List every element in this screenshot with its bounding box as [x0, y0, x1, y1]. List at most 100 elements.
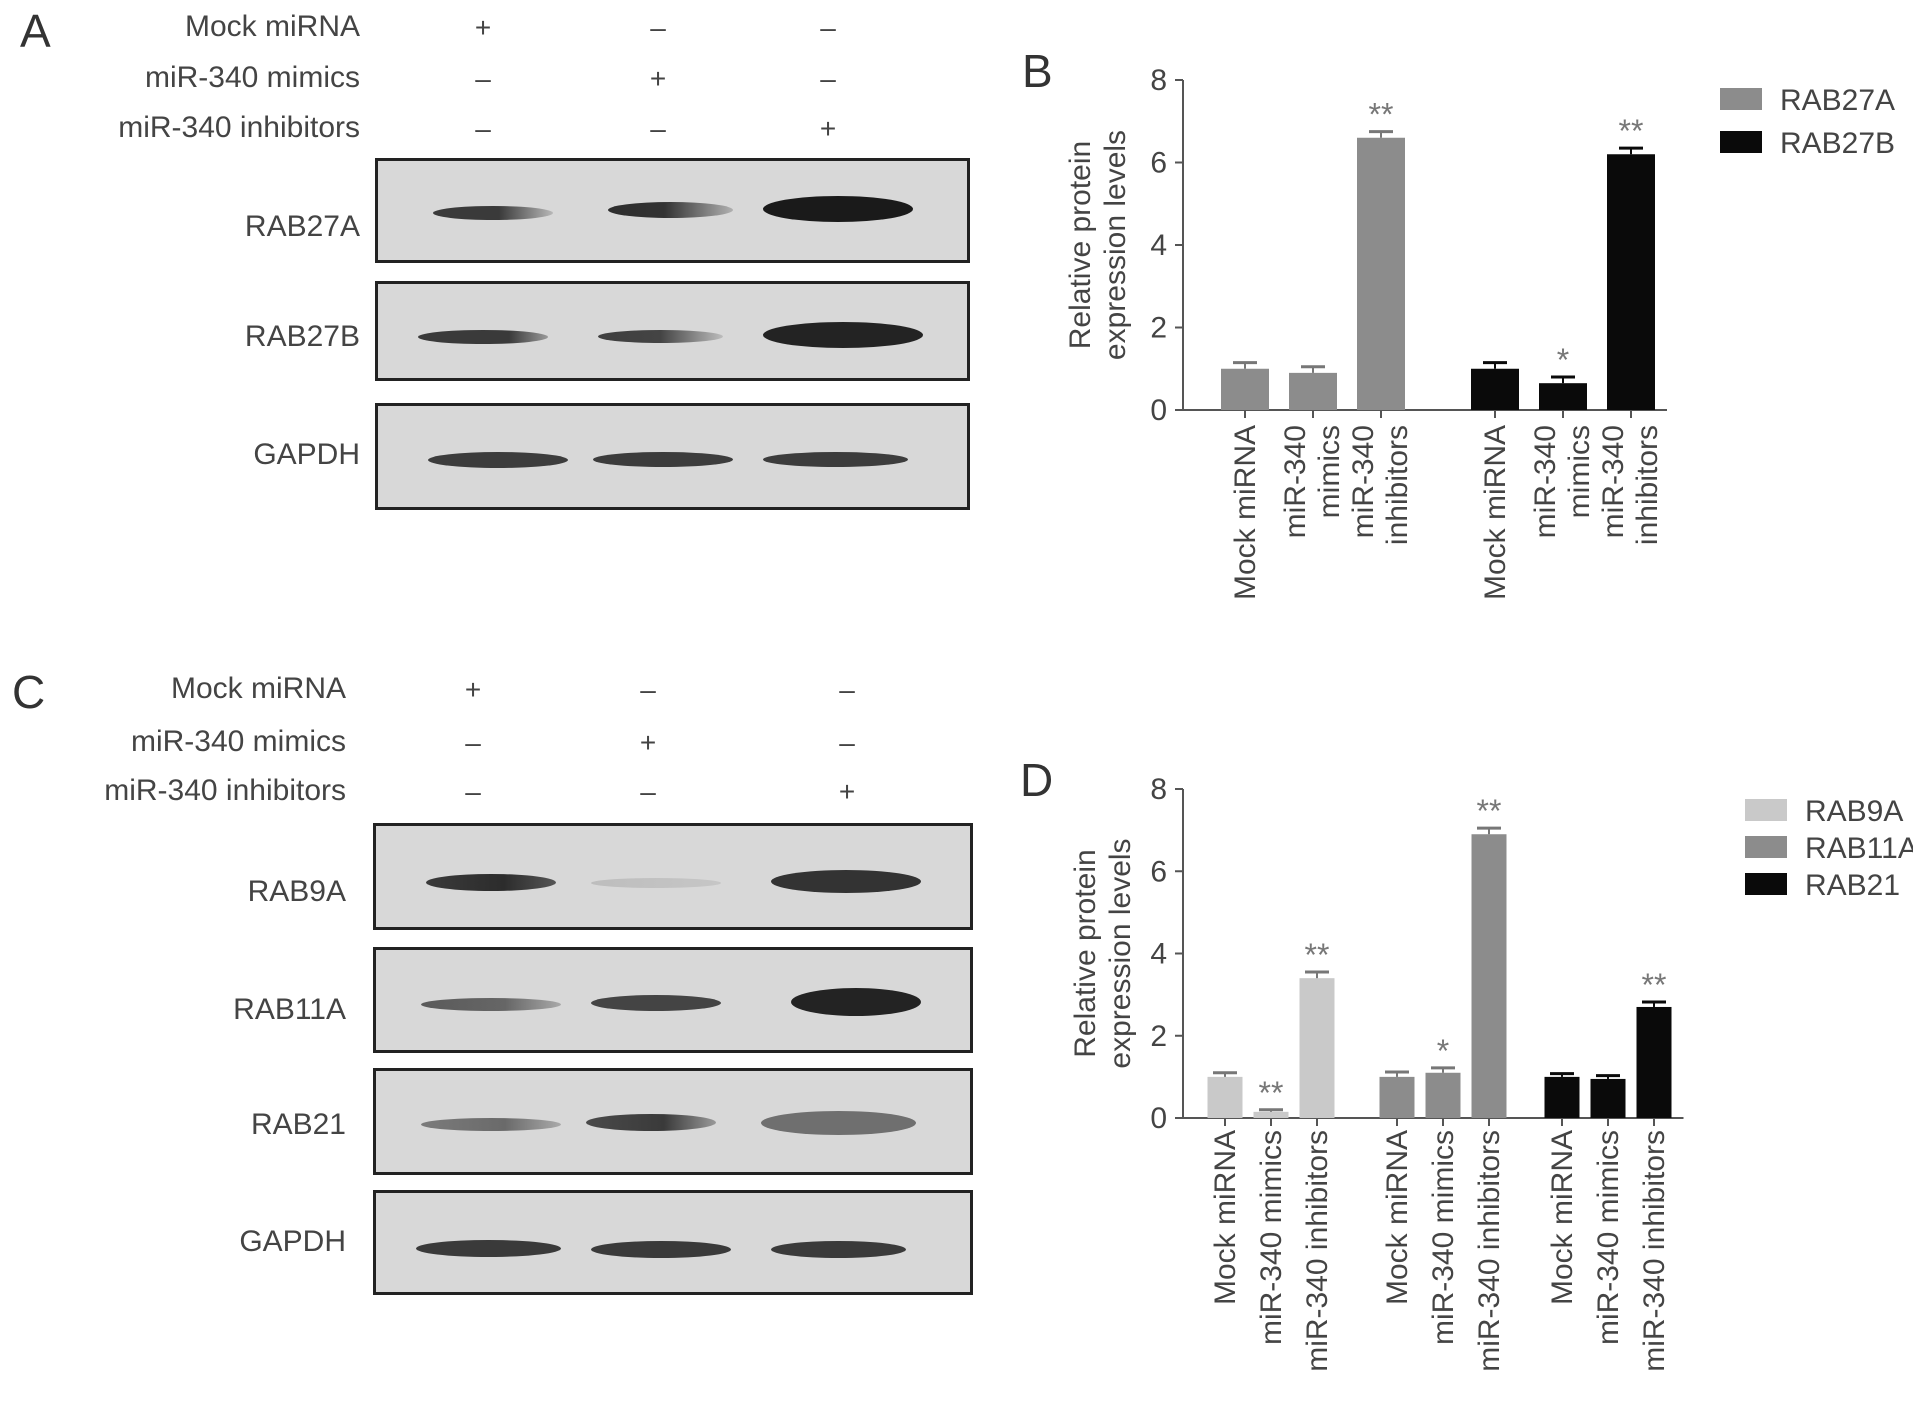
chart-b-bar [1607, 154, 1655, 410]
band [418, 330, 548, 344]
chart-b-y-tick-label: 0 [1150, 394, 1167, 427]
panel-b-letter: B [1022, 45, 1053, 97]
chart-d-significance: ** [1259, 1075, 1284, 1111]
blot-label-rab11a: RAB11A [233, 993, 346, 1026]
chart-d-x-tick-label: miR-340 inhibitors [1473, 1130, 1506, 1372]
band [598, 330, 723, 343]
chart-b-x-tick-label: inhibitors [1381, 425, 1414, 545]
chart-d-legend-label: RAB9A [1805, 795, 1903, 828]
chart-d-legend-swatch [1745, 873, 1787, 895]
panel-a-sign: – [475, 63, 491, 94]
panel-a-sign: – [820, 63, 836, 94]
band [591, 878, 721, 888]
chart-d-x-tick-label: Mock miRNA [1209, 1130, 1242, 1305]
panel-a-letter: A [20, 5, 51, 57]
chart-d-x-tick-label: miR-340 inhibitors [1638, 1130, 1671, 1372]
band [791, 988, 921, 1016]
panel-c-sign: + [464, 674, 482, 705]
band [421, 1118, 561, 1131]
band [763, 196, 913, 222]
chart-d-x-tick-label: miR-340 mimics [1427, 1130, 1460, 1345]
band [593, 452, 733, 467]
band [608, 202, 733, 218]
chart-d-legend-label: RAB21 [1805, 869, 1900, 902]
chart-b-x-tick-label: miR-340 [1347, 425, 1380, 538]
chart-d-significance: ** [1642, 967, 1667, 1003]
blot-rab9a [373, 823, 973, 930]
chart-b-x-tick-label: miR-340 [1597, 425, 1630, 538]
chart-d-significance: ** [1477, 793, 1502, 829]
panel-a-sign: – [650, 12, 666, 43]
panel-a-sign: + [819, 113, 837, 144]
chart-b-bar [1221, 368, 1269, 410]
panel-c-sign: – [640, 674, 656, 705]
chart-b-y-tick-label: 8 [1150, 64, 1167, 97]
blot-label-gapdh-c: GAPDH [239, 1225, 346, 1258]
blot-rab27a [375, 158, 970, 263]
chart-b-y-tick-label: 4 [1150, 229, 1167, 262]
chart-b-y-tick-label: 2 [1150, 312, 1167, 345]
chart-d-x-tick-label: miR-340 mimics [1255, 1130, 1288, 1345]
chart-b-x-tick-label: Mock miRNA [1229, 425, 1262, 600]
chart-d-legend-swatch [1745, 799, 1787, 821]
chart-d-x-tick-label: miR-340 mimics [1592, 1130, 1625, 1345]
chart-d-bar [1207, 1076, 1243, 1118]
chart-d-bar [1636, 1006, 1672, 1118]
chart-b-y-axis-label: expression levels [1099, 130, 1132, 360]
band [763, 322, 923, 348]
chart-b-x-tick-label: Mock miRNA [1479, 425, 1512, 600]
chart-b-bar [1357, 137, 1405, 410]
chart-d-significance: * [1437, 1033, 1449, 1069]
panel-c-sign: + [639, 727, 657, 758]
panel-c-sign: – [839, 727, 855, 758]
chart-b-significance: ** [1619, 113, 1644, 149]
panel-a-sign: – [650, 113, 666, 144]
panel-c-letter: C [12, 666, 46, 718]
chart-d-y-axis-label: Relative protein [1069, 849, 1102, 1057]
band [763, 452, 908, 467]
chart-b-x-tick-label: mimics [1563, 425, 1596, 518]
chart-d-y-tick-label: 4 [1150, 938, 1167, 971]
band [591, 995, 721, 1011]
chart-d-bar [1253, 1111, 1289, 1118]
blot-label-rab21: RAB21 [250, 1108, 346, 1141]
chart-b-legend-swatch [1720, 88, 1762, 110]
band [771, 1241, 906, 1258]
chart-d-bar [1425, 1072, 1461, 1118]
panel-a-sign: + [649, 63, 667, 94]
chart-d-y-axis-label: expression levels [1104, 838, 1137, 1068]
chart-d-bar [1590, 1078, 1626, 1118]
blot-gapdh-a [375, 403, 970, 510]
chart-b-significance: ** [1369, 97, 1394, 133]
chart-b-bar [1539, 383, 1587, 410]
blot-rab21 [373, 1068, 973, 1175]
chart-b-x-tick-label: miR-340 [1279, 425, 1312, 538]
chart-b-significance: * [1557, 342, 1569, 378]
chart-b-x-tick-label: mimics [1313, 425, 1346, 518]
panel-a-sign: + [474, 12, 492, 43]
blot-label-rab9a: RAB9A [247, 875, 346, 908]
blot-label-rab27b: RAB27B [244, 320, 360, 353]
panel-a-condition-mock: Mock miRNA [184, 10, 360, 43]
band [586, 1114, 716, 1131]
panel-c-sign: – [640, 776, 656, 807]
chart-d-y-tick-label: 6 [1150, 855, 1167, 888]
chart-d-bar [1299, 978, 1335, 1118]
panel-a-sign: – [475, 113, 491, 144]
chart-d-bar [1544, 1076, 1580, 1118]
band [421, 998, 561, 1011]
panel-c-condition-mock: Mock miRNA [170, 672, 346, 705]
chart-b-y-axis-label: Relative protein [1064, 141, 1097, 349]
panel-a-sign: – [820, 12, 836, 43]
chart-d-y-tick-label: 0 [1150, 1102, 1167, 1135]
chart-b-x-tick-label: inhibitors [1631, 425, 1664, 545]
chart-d-legend-swatch [1745, 836, 1787, 858]
chart-d-x-tick-label: Mock miRNA [1546, 1130, 1579, 1305]
panel-d-letter: D [1020, 754, 1054, 806]
band [426, 874, 556, 891]
band [433, 206, 553, 220]
blot-label-gapdh-a: GAPDH [253, 438, 360, 471]
chart-d-bar [1379, 1076, 1415, 1118]
chart-b-x-tick-label: miR-340 [1529, 425, 1562, 538]
